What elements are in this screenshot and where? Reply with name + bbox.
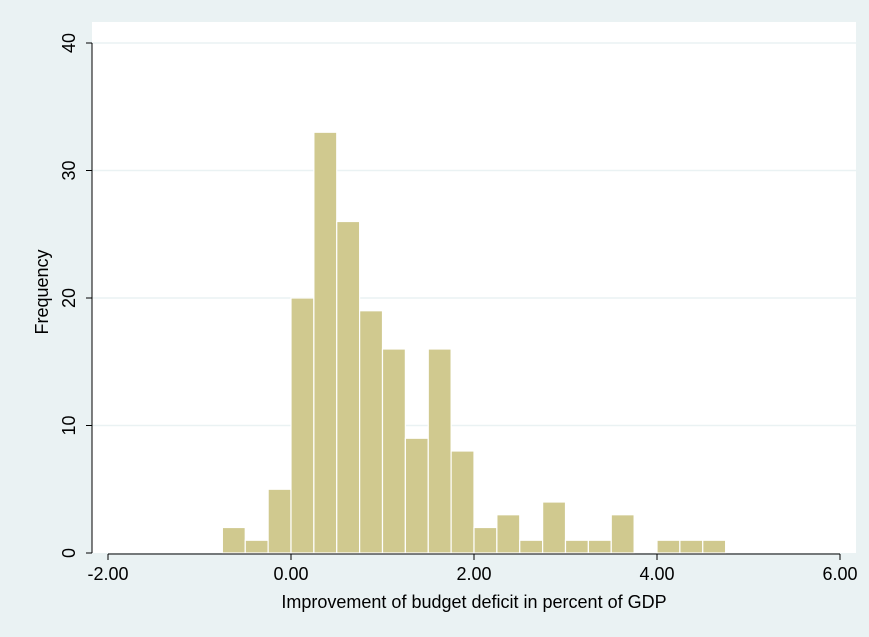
y-tick-label: 10 [59,415,79,435]
histogram-bar [519,539,544,554]
y-tick-label: 0 [59,548,79,558]
histogram-bar [679,539,704,554]
histogram-bar [290,297,315,554]
histogram-bar [267,488,292,554]
tick-labels: 0 10 20 30 40 -2.00 0.00 2.00 4.00 6.00 [59,33,858,584]
histogram-bar [610,514,635,554]
x-tick-label: 4.00 [639,564,674,584]
histogram-bar [450,450,475,554]
histogram-bar [381,348,406,554]
axes [86,42,841,560]
histogram-bars [221,131,727,554]
x-tick-label: -2.00 [87,564,128,584]
y-tick-label: 20 [59,288,79,308]
histogram-bar [404,437,429,554]
histogram-bar [542,501,567,554]
gridlines [92,42,856,427]
x-tick-label: 2.00 [456,564,491,584]
histogram-bar [473,526,498,554]
histogram-bar [313,131,338,554]
x-tick-label: 6.00 [822,564,857,584]
histogram-bar [564,539,589,554]
histogram-bar [702,539,727,554]
histogram-bar [656,539,681,554]
x-tick-label: 0.00 [273,564,308,584]
y-axis-title: Frequency [32,249,52,334]
histogram-bar [221,526,246,554]
histogram-bar [336,220,361,554]
histogram-bar [359,310,384,554]
histogram-bar [244,539,269,554]
histogram-bar [496,514,521,554]
x-axis-title: Improvement of budget deficit in percent… [281,592,666,612]
y-tick-label: 30 [59,160,79,180]
histogram-bar [427,348,452,554]
histogram-bar [587,539,612,554]
y-tick-label: 40 [59,33,79,53]
